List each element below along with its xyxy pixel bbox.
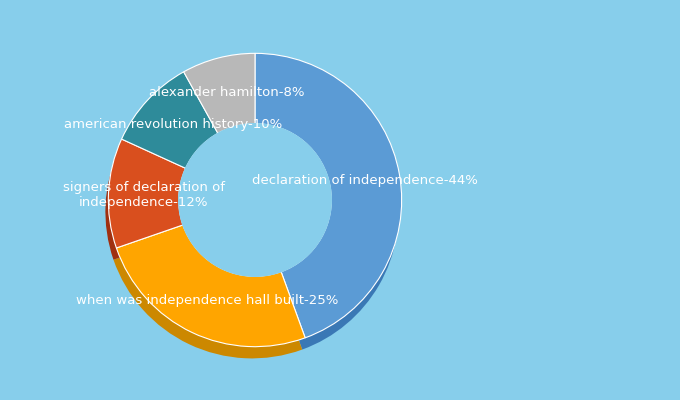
Wedge shape — [118, 84, 215, 180]
Wedge shape — [255, 53, 402, 338]
Circle shape — [179, 124, 331, 276]
Wedge shape — [181, 65, 252, 145]
Text: alexander hamilton-8%: alexander hamilton-8% — [149, 86, 305, 99]
Wedge shape — [114, 237, 302, 358]
Wedge shape — [184, 53, 255, 133]
Wedge shape — [105, 151, 183, 260]
Wedge shape — [116, 225, 305, 347]
Wedge shape — [122, 72, 218, 168]
Text: american revolution history-10%: american revolution history-10% — [64, 118, 282, 131]
Text: when was independence hall built-25%: when was independence hall built-25% — [76, 294, 338, 307]
Wedge shape — [108, 139, 186, 248]
Wedge shape — [252, 65, 398, 350]
Text: signers of declaration of independence-12%: signers of declaration of independence-1… — [63, 181, 224, 209]
Text: declaration of independence-44%: declaration of independence-44% — [252, 174, 478, 187]
